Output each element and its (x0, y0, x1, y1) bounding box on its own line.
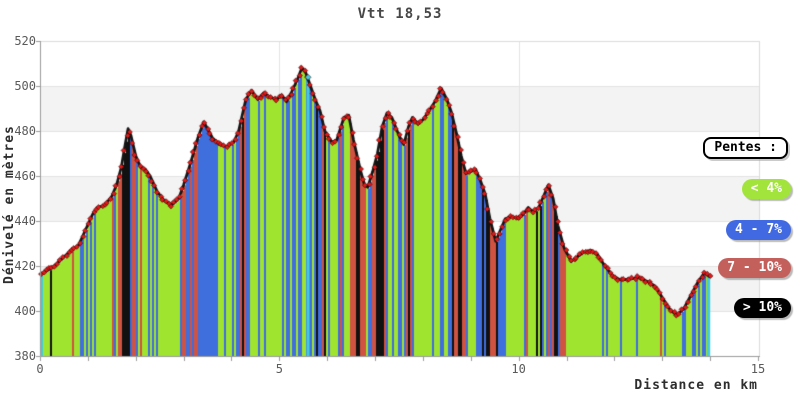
legend-badge-under-4: < 4% (741, 179, 791, 199)
x-axis-label: Distance en km (634, 378, 758, 393)
y-tick-label: 480 (14, 124, 36, 138)
x-tick-label: 0 (36, 362, 44, 376)
y-tick-label: 520 (14, 34, 36, 48)
x-tick-label: 15 (750, 362, 766, 376)
legend-header-pentes: Pentes : (703, 137, 788, 159)
y-tick-label: 400 (14, 304, 36, 318)
y-tick-label: 440 (14, 214, 36, 228)
y-tick-label: 380 (14, 349, 36, 363)
y-tick-label: 420 (14, 259, 36, 273)
y-tick-label: 500 (14, 79, 36, 93)
legend-badge-7-10: 7 - 10% (718, 258, 791, 278)
x-tick-label: 10 (511, 362, 526, 376)
legend-badge-over-10: > 10% (733, 298, 791, 318)
y-tick-label: 460 (14, 169, 36, 183)
x-tick-label: 5 (275, 362, 283, 376)
chart-title: Vtt 18,53 (357, 6, 443, 22)
legend-badge-4-7: 4 - 7% (726, 220, 791, 240)
